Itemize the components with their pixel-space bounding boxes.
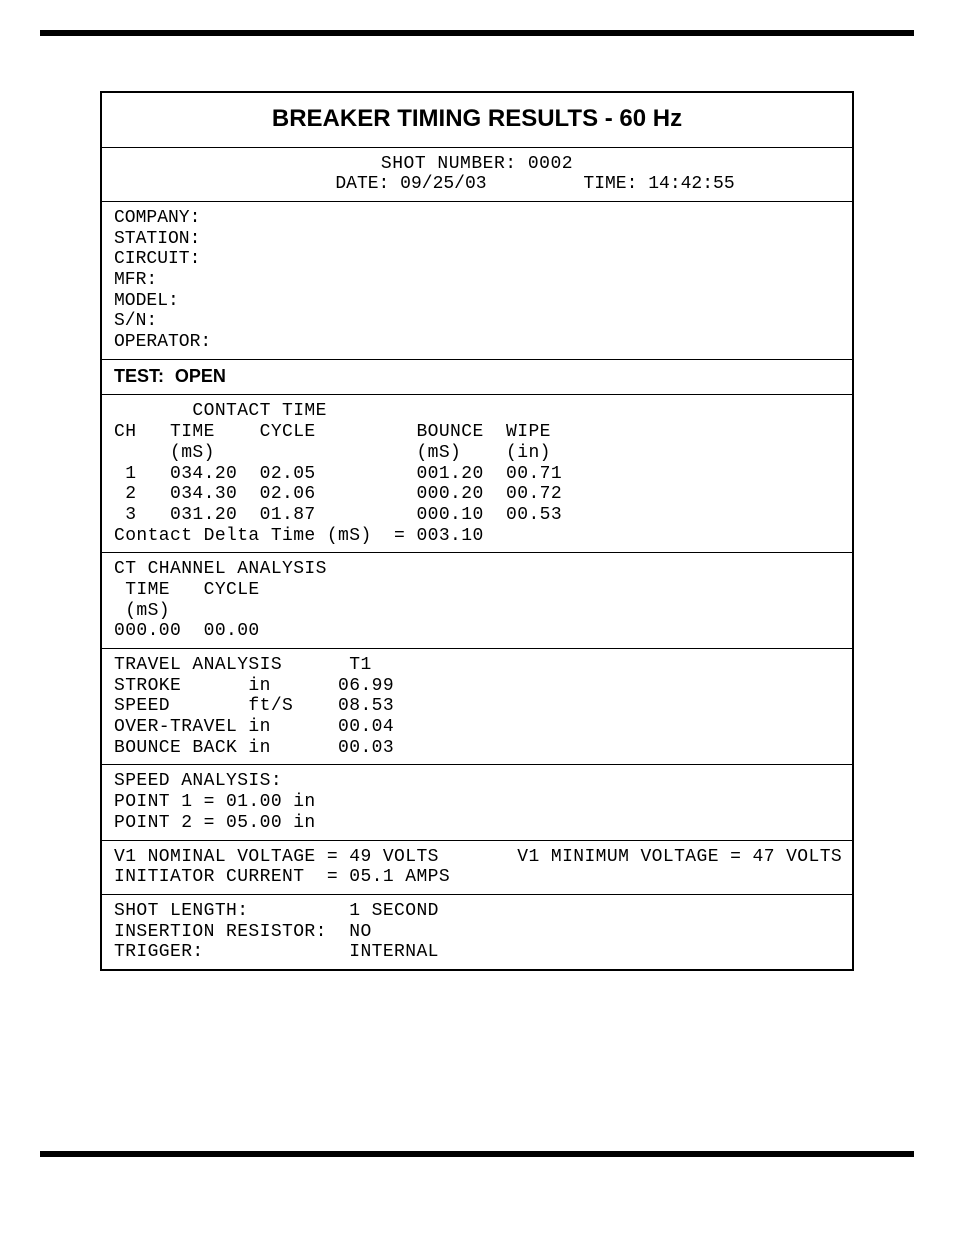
footer-block: SHOT LENGTH: 1 SECOND INSERTION RESISTOR…	[114, 901, 840, 963]
travel-table: TRAVEL ANALYSIS T1 STROKE in 06.99 SPEED…	[114, 655, 840, 758]
ct-channel-section: CT CHANNEL ANALYSIS TIME CYCLE (mS) 000.…	[102, 553, 852, 649]
date-time-line: DATE: 09/25/03 TIME: 14:42:55	[114, 174, 840, 195]
shot-number-value: 0002	[528, 154, 573, 174]
top-rule	[40, 30, 914, 36]
date-value: 09/25/03	[400, 174, 486, 194]
shot-number-label: SHOT NUMBER:	[381, 154, 517, 174]
shot-number-line: SHOT NUMBER: 0002	[114, 154, 840, 175]
date-label: DATE:	[219, 174, 389, 195]
travel-section: TRAVEL ANALYSIS T1 STROKE in 06.99 SPEED…	[102, 649, 852, 765]
shot-section: SHOT NUMBER: 0002 DATE: 09/25/03 TIME: 1…	[102, 148, 852, 202]
meta-section: COMPANY: STATION: CIRCUIT: MFR: MODEL: S…	[102, 202, 852, 360]
test-value: OPEN	[175, 366, 226, 386]
contact-time-section: CONTACT TIME CH TIME CYCLE BOUNCE WIPE (…	[102, 395, 852, 553]
page: BREAKER TIMING RESULTS - 60 Hz SHOT NUMB…	[0, 0, 954, 1217]
voltage-block: V1 NOMINAL VOLTAGE = 49 VOLTS V1 MINIMUM…	[114, 847, 840, 888]
time-label: TIME:	[497, 174, 637, 195]
mfr-label: MFR:	[114, 270, 157, 290]
sn-label: S/N:	[114, 311, 157, 331]
report-box: BREAKER TIMING RESULTS - 60 Hz SHOT NUMB…	[100, 91, 854, 971]
footer-section: SHOT LENGTH: 1 SECOND INSERTION RESISTOR…	[102, 895, 852, 969]
speed-section: SPEED ANALYSIS: POINT 1 = 01.00 in POINT…	[102, 765, 852, 840]
contact-time-table: CONTACT TIME CH TIME CYCLE BOUNCE WIPE (…	[114, 401, 840, 546]
bottom-spacer	[40, 971, 914, 1151]
test-label: TEST:	[114, 366, 164, 386]
test-section: TEST: OPEN	[102, 360, 852, 396]
station-label: STATION:	[114, 229, 200, 249]
voltage-section: V1 NOMINAL VOLTAGE = 49 VOLTS V1 MINIMUM…	[102, 841, 852, 895]
circuit-label: CIRCUIT:	[114, 249, 200, 269]
model-label: MODEL:	[114, 291, 179, 311]
speed-block: SPEED ANALYSIS: POINT 1 = 01.00 in POINT…	[114, 771, 840, 833]
ct-channel-table: CT CHANNEL ANALYSIS TIME CYCLE (mS) 000.…	[114, 559, 840, 642]
operator-label: OPERATOR:	[114, 332, 211, 352]
report-title: BREAKER TIMING RESULTS - 60 Hz	[102, 93, 852, 148]
bottom-rule	[40, 1151, 914, 1157]
company-label: COMPANY:	[114, 208, 200, 228]
time-value: 14:42:55	[648, 174, 734, 194]
